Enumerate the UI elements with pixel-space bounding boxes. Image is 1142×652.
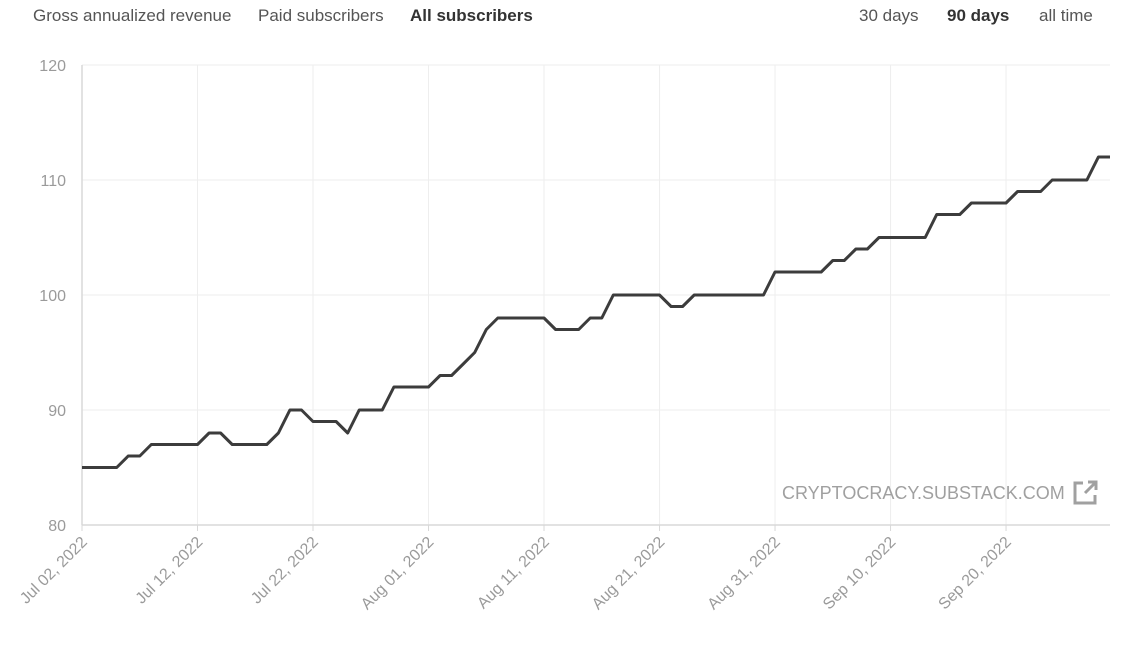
tab-90-days[interactable]: 90 days — [947, 6, 1010, 25]
tab-all-subscribers[interactable]: All subscribers — [410, 6, 533, 25]
y-tick-label: 90 — [48, 403, 66, 420]
tab-gross-annualized-revenue[interactable]: Gross annualized revenue — [33, 6, 232, 25]
x-tick-label: Sep 20, 2022 — [936, 534, 1015, 613]
y-axis-ticks: 80 90 100 110 120 — [39, 58, 66, 535]
external-link-icon — [1073, 480, 1098, 505]
x-tick-label: Aug 01, 2022 — [358, 534, 437, 613]
substack-link[interactable]: CRYPTOCRACY.SUBSTACK.COM — [782, 478, 1099, 508]
axes — [81, 65, 1110, 526]
y-tick-label: 80 — [48, 518, 66, 535]
tab-30-days[interactable]: 30 days — [859, 6, 919, 25]
series-line — [82, 155, 1110, 469]
x-tick-label: Aug 21, 2022 — [589, 534, 668, 613]
x-tick-label: Aug 31, 2022 — [705, 534, 784, 613]
y-tick-label: 100 — [39, 288, 66, 305]
y-tick-label: 110 — [40, 173, 66, 190]
chart-toolbar: Gross annualized revenue Paid subscriber… — [33, 6, 1095, 30]
y-tick-label: 120 — [39, 58, 66, 75]
x-tick-label: Jul 22, 2022 — [248, 534, 322, 608]
x-tick-label: Sep 10, 2022 — [820, 534, 899, 613]
x-tick-label: Jul 02, 2022 — [17, 534, 91, 608]
x-tick-label: Jul 12, 2022 — [133, 534, 207, 608]
x-tick-label: Aug 11, 2022 — [474, 534, 553, 613]
grid-lines — [81, 64, 1110, 525]
x-axis-ticks: Jul 02, 2022 Jul 12, 2022 Jul 22, 2022 Aug … — [17, 525, 1015, 613]
tab-paid-subscribers[interactable]: Paid subscribers — [258, 6, 384, 25]
tab-all-time[interactable]: all time — [1039, 6, 1093, 25]
watermark-text: CRYPTOCRACY.SUBSTACK.COM — [782, 482, 1065, 503]
